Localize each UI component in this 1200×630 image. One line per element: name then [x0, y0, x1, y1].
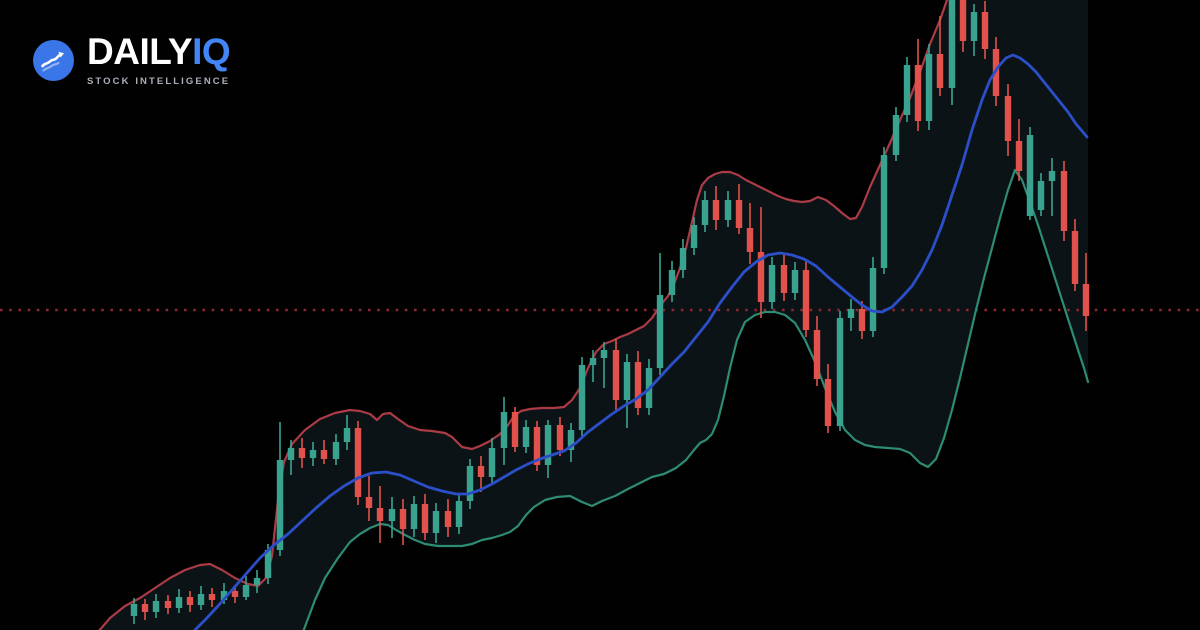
candle-body	[197, 594, 205, 605]
candle-body	[466, 466, 474, 501]
candle-body	[600, 350, 608, 358]
candle-body	[679, 248, 687, 270]
candle-body	[399, 509, 407, 529]
candle-body	[533, 427, 541, 465]
candle-body	[981, 12, 989, 49]
candle-body	[869, 268, 877, 331]
bollinger-band-fill	[99, 0, 1088, 630]
candle-body	[376, 508, 384, 521]
candle-body	[354, 428, 362, 497]
candle-body	[220, 591, 228, 600]
candle-body	[152, 601, 160, 612]
brand-title: DAILYIQ	[87, 31, 231, 72]
candle-body	[544, 425, 552, 465]
brand-logo-circle	[33, 39, 74, 81]
candle-body	[242, 585, 250, 597]
candle-body	[880, 155, 888, 268]
candle-body	[712, 200, 720, 220]
candle-body	[656, 295, 664, 368]
candle-body	[768, 265, 776, 302]
candle-body	[970, 12, 978, 41]
candle-body	[1037, 181, 1045, 210]
trend-up-icon	[41, 51, 64, 72]
candle-body	[276, 460, 284, 550]
candle-body	[1004, 96, 1012, 141]
candle-body	[634, 362, 642, 408]
candle-body	[701, 200, 709, 225]
candle-body	[186, 597, 194, 605]
candle-body	[847, 309, 855, 318]
candle-body	[175, 597, 183, 608]
candle-body	[164, 601, 172, 608]
candle-body	[791, 270, 799, 293]
candle-body	[488, 448, 496, 477]
candle-body	[500, 412, 508, 448]
bollinger-lower-band-line	[302, 168, 1090, 630]
candle-body	[959, 0, 967, 41]
candle-body	[365, 497, 373, 508]
candle-body	[253, 578, 261, 585]
candle-body	[903, 65, 911, 115]
candle-body	[444, 511, 452, 527]
candle-body	[309, 450, 317, 458]
candle-body	[936, 54, 944, 88]
candle-body	[757, 252, 765, 302]
candle-body	[264, 550, 272, 578]
candle-body	[1082, 284, 1090, 316]
candle-body	[332, 442, 340, 459]
candle-body	[746, 228, 754, 252]
candle-body	[298, 448, 306, 458]
candle-body	[1071, 231, 1079, 284]
candle-body	[522, 427, 530, 447]
brand-name-primary: DAILY	[87, 31, 193, 72]
candle-body	[824, 379, 832, 426]
candle-body	[287, 448, 295, 460]
candle-body	[1048, 171, 1056, 181]
candle-body	[623, 362, 631, 400]
candle-body	[802, 270, 810, 330]
candle-body	[578, 365, 586, 430]
candle-body	[813, 330, 821, 379]
candle-body	[477, 466, 485, 477]
candle-body	[388, 509, 396, 521]
candle-body	[320, 450, 328, 459]
candle-body	[455, 501, 463, 527]
candle-body	[141, 604, 149, 612]
bollinger-middle-band-line	[193, 53, 1089, 630]
candle-body	[668, 270, 676, 295]
candle-body	[612, 350, 620, 400]
candle-body	[914, 65, 922, 121]
candle-body	[410, 504, 418, 529]
candle-body	[690, 225, 698, 248]
candle-body	[1026, 135, 1034, 216]
brand-logo: DAILYIQ STOCK INTELLIGENCE	[33, 31, 231, 87]
candle-body	[1060, 171, 1068, 231]
candle-body	[892, 115, 900, 155]
candle-body	[567, 430, 575, 450]
candle-body	[780, 265, 788, 293]
candle-body	[130, 604, 138, 616]
candles-group	[130, 0, 1090, 624]
brand-tagline: STOCK INTELLIGENCE	[87, 76, 231, 87]
candle-body	[836, 318, 844, 426]
candle-body	[589, 358, 597, 365]
candle-body	[1015, 141, 1023, 171]
candle-body	[231, 591, 239, 597]
candle-body	[735, 200, 743, 228]
brand-name-secondary: IQ	[192, 31, 231, 72]
candle-body	[208, 594, 216, 600]
candle-body	[556, 425, 564, 450]
candle-body	[948, 0, 956, 88]
candle-body	[421, 504, 429, 533]
candle-body	[724, 200, 732, 220]
candle-body	[511, 412, 519, 447]
candle-body	[925, 54, 933, 121]
candle-body	[343, 428, 351, 442]
candle-body	[858, 309, 866, 331]
brand-text: DAILYIQ STOCK INTELLIGENCE	[87, 31, 231, 87]
candle-body	[432, 511, 440, 533]
